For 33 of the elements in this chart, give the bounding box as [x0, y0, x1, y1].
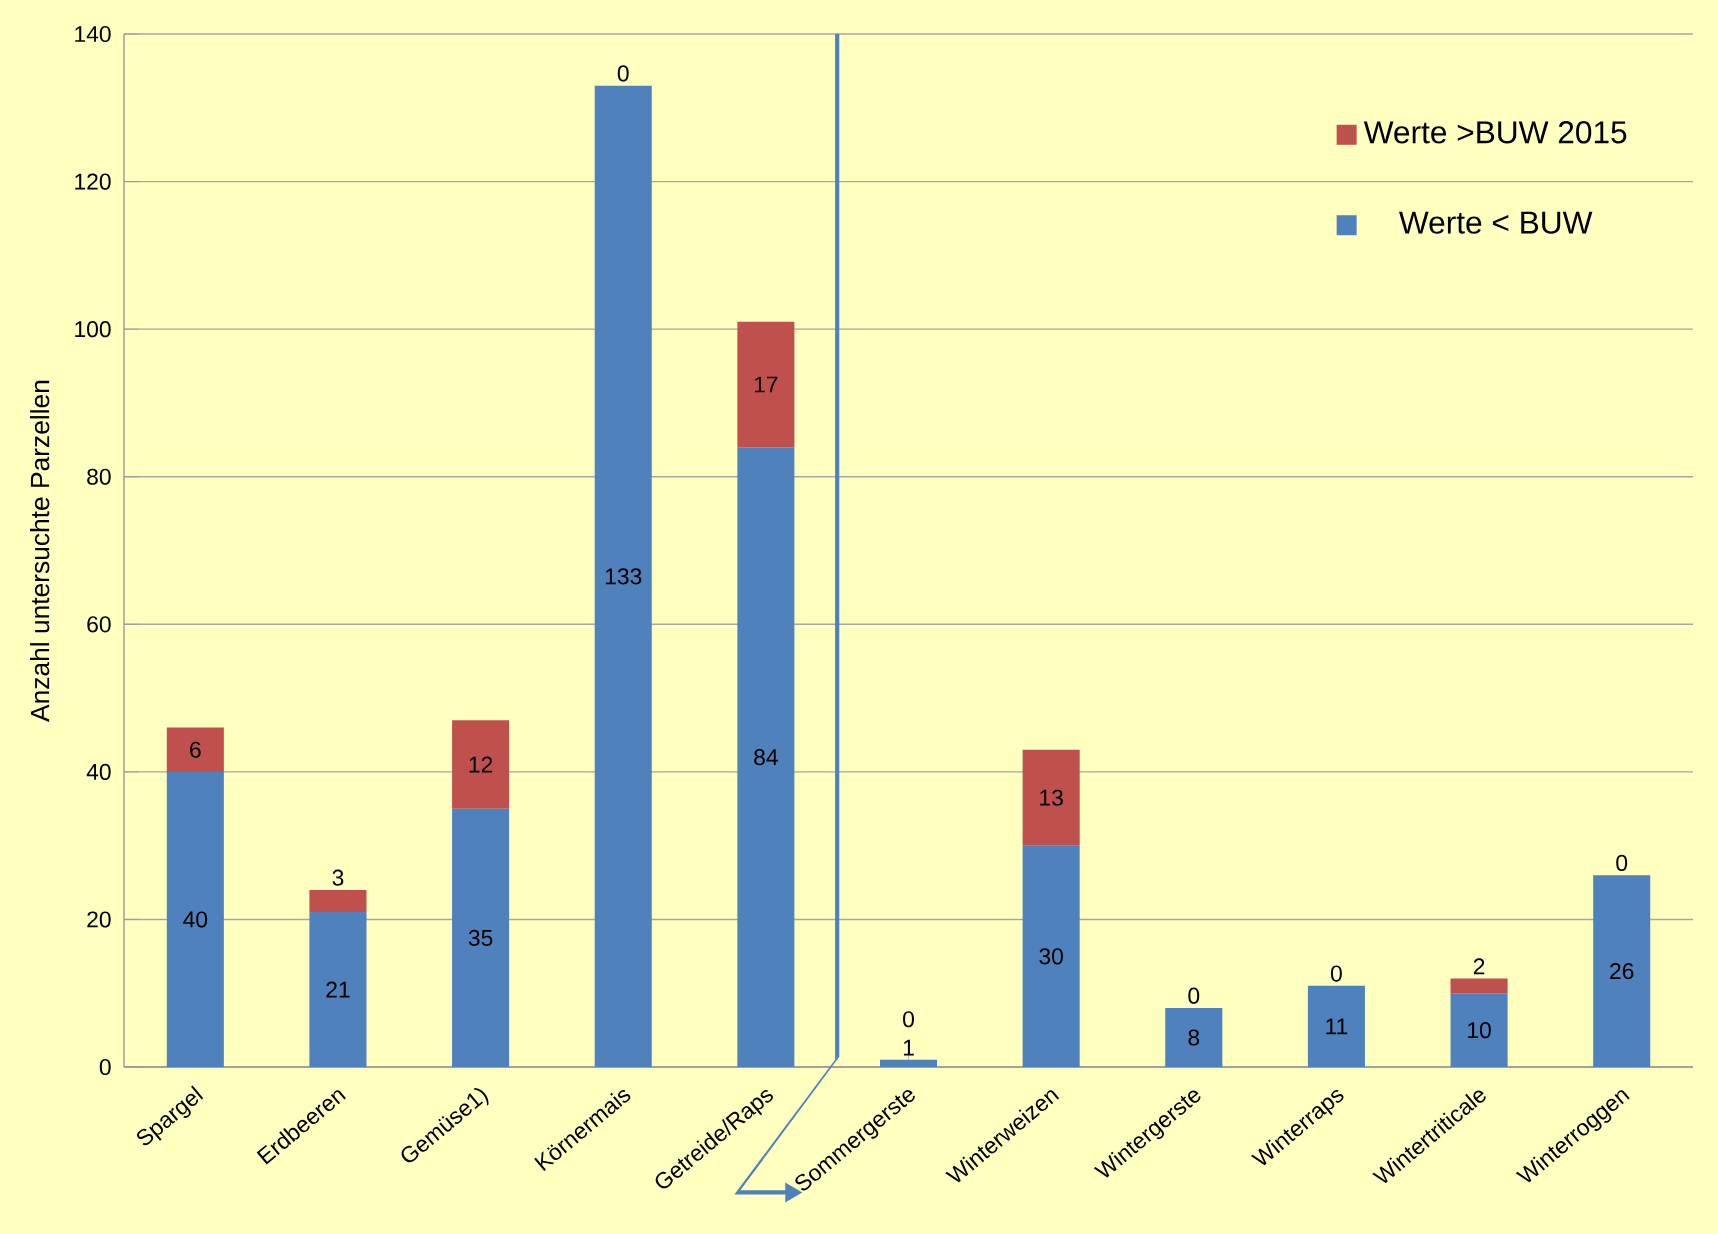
data-label: 6	[190, 741, 201, 758]
y-tick-label: 100	[75, 321, 111, 338]
legend-label: Werte < BUW	[1399, 211, 1593, 234]
data-label: 3	[332, 869, 344, 886]
data-label: 11	[1326, 1018, 1348, 1035]
y-tick-label: 60	[87, 616, 111, 633]
data-label: 84	[754, 749, 778, 766]
data-label: 133	[605, 568, 642, 585]
data-label: 30	[1039, 948, 1063, 965]
data-label: 21	[326, 981, 350, 998]
y-tick-label: 120	[75, 173, 111, 190]
data-label: 26	[1610, 963, 1634, 980]
y-tick-label: 20	[87, 911, 111, 928]
y-tick-label: 0	[99, 1058, 111, 1076]
y-axis-title: Anzahl untersuchte Parzellen	[30, 380, 50, 722]
data-label: 0	[903, 1011, 914, 1028]
data-label: 40	[183, 911, 208, 928]
y-tick-label: 140	[75, 25, 111, 43]
data-label: 0	[1616, 854, 1628, 871]
data-label: 35	[468, 929, 493, 946]
y-tick-label: 80	[87, 468, 111, 485]
data-label: 10	[1468, 1022, 1491, 1039]
y-tick-label: 40	[86, 763, 111, 780]
data-label: 0	[617, 65, 629, 82]
data-label: 1	[903, 1039, 914, 1056]
data-label: 8	[1188, 1029, 1200, 1046]
data-label: 2	[1473, 958, 1485, 975]
data-label: 17	[754, 376, 778, 393]
legend-label: Werte >BUW 2015	[1363, 121, 1627, 144]
data-label: 0	[1330, 965, 1342, 982]
data-label: 13	[1040, 789, 1063, 806]
data-label: 0	[1188, 987, 1200, 1004]
data-label: 12	[469, 756, 493, 773]
